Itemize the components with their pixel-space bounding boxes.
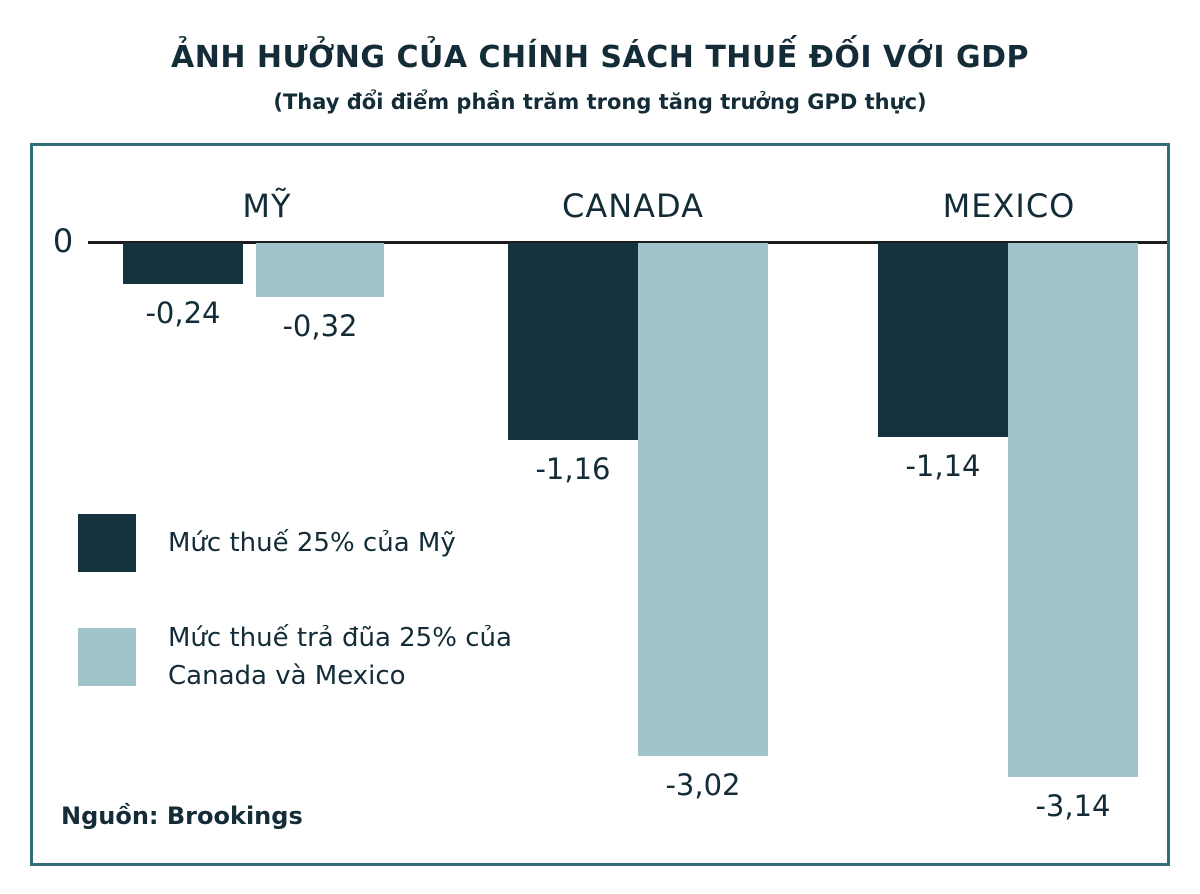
chart-subtitle: (Thay đổi điểm phần trăm trong tăng trưở… — [273, 90, 927, 114]
value-label-my-dark: -0,24 — [145, 296, 221, 330]
legend-swatch-dark-icon — [78, 514, 136, 572]
legend: Mức thuế 25% của Mỹ Mức thuế trả đũa 25%… — [78, 514, 513, 695]
bar-canada-light — [638, 243, 768, 756]
value-label-mexico-light: -3,14 — [1035, 789, 1111, 823]
legend-label-retaliatory-tariff: Mức thuế trả đũa 25% của Canada và Mexic… — [168, 623, 512, 691]
category-label-canada: CANADA — [561, 187, 705, 225]
bar-my-light — [256, 243, 384, 297]
bar-mexico-light — [1008, 243, 1138, 777]
legend-label-us-tariff: Mức thuế 25% của Mỹ — [168, 528, 456, 558]
chart-title: ẢNH HƯỞNG CỦA CHÍNH SÁCH THUẾ ĐỐI VỚI GD… — [171, 40, 1029, 75]
value-label-mexico-dark: -1,14 — [905, 449, 981, 483]
legend-item-retaliatory-tariff: Mức thuế trả đũa 25% của Canada và Mexic… — [78, 619, 513, 695]
bar-canada-dark — [508, 243, 638, 440]
zero-axis-line — [88, 241, 1167, 244]
source-note: Nguồn: Brookings — [61, 802, 303, 830]
chart-area: 0 MỸ -0,24 -0,32 CANADA -1,16 -3,02 MEXICO -1,1… — [30, 143, 1170, 866]
zero-axis-label: 0 — [52, 222, 74, 260]
value-label-canada-light: -3,02 — [665, 768, 741, 802]
plot-region: MỸ -0,24 -0,32 CANADA -1,16 -3,02 MEXICO -1,14 -… — [33, 146, 1167, 863]
legend-item-us-tariff: Mức thuế 25% của Mỹ — [78, 514, 513, 572]
category-label-my: MỸ — [242, 187, 292, 225]
legend-swatch-light-icon — [78, 628, 136, 686]
bar-my-dark — [123, 243, 243, 284]
bar-mexico-dark — [878, 243, 1008, 437]
value-label-my-light: -0,32 — [282, 309, 358, 343]
value-label-canada-dark: -1,16 — [535, 452, 611, 486]
category-label-mexico: MEXICO — [942, 187, 1076, 225]
